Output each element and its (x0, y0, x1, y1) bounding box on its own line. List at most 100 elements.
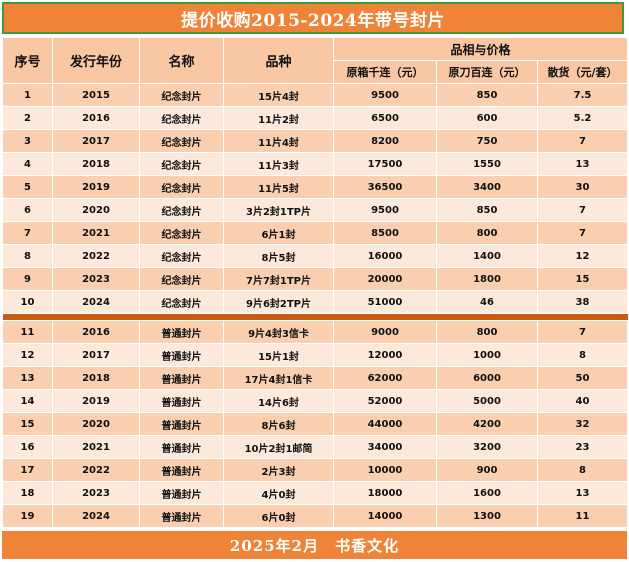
cell-year: 2021 (52, 435, 140, 459)
table-row: 6 2020 纪念封片 3片2封1TP片 9500 850 7 (2, 198, 629, 222)
price-table: 序号 发行年份 名称 品种 品相与价格 原箱千连（元） 原刀百连（元） 散货（元… (2, 37, 629, 528)
cell-index: 8 (2, 244, 53, 268)
cell-name: 普通封片 (139, 458, 224, 482)
cell-name: 纪念封片 (139, 106, 224, 130)
cell-col-b: 4200 (436, 412, 538, 436)
cell-variety: 11片2封 (223, 106, 334, 130)
separator-bar (2, 313, 628, 321)
cell-variety: 4片0封 (223, 481, 334, 505)
cell-col-a: 20000 (333, 267, 437, 291)
header-index: 序号 (2, 37, 53, 84)
cell-index: 6 (2, 198, 53, 222)
cell-col-a: 44000 (333, 412, 437, 436)
cell-year: 2017 (52, 129, 140, 153)
cell-col-b: 800 (436, 221, 538, 245)
table-row: 8 2022 纪念封片 8片5封 16000 1400 12 (2, 244, 629, 268)
table-row: 10 2024 纪念封片 9片6封2TP片 51000 46 38 (2, 290, 629, 314)
cell-index: 4 (2, 152, 53, 176)
cell-name: 普通封片 (139, 481, 224, 505)
cell-variety: 15片1封 (223, 343, 334, 367)
cell-name: 纪念封片 (139, 175, 224, 199)
cell-col-b: 750 (436, 129, 538, 153)
cell-variety: 6片1封 (223, 221, 334, 245)
cell-name: 普通封片 (139, 389, 224, 413)
cell-col-c: 13 (536, 481, 629, 505)
table-row: 17 2022 普通封片 2片3封 10000 900 8 (2, 458, 629, 482)
cell-year: 2016 (52, 320, 140, 344)
cell-variety: 17片4封1信卡 (223, 366, 334, 390)
cell-col-a: 52000 (333, 389, 437, 413)
cell-col-b: 1550 (436, 152, 538, 176)
cell-index: 5 (2, 175, 53, 199)
table-row: 11 2016 普通封片 9片4封3信卡 9000 800 7 (2, 320, 629, 344)
header-group: 品相与价格 (332, 37, 629, 61)
cell-col-a: 10000 (333, 458, 437, 482)
cell-variety: 11片4封 (223, 129, 334, 153)
table-row: 5 2019 纪念封片 11片5封 36500 3400 30 (2, 175, 629, 199)
cell-variety: 15片4封 (223, 83, 334, 107)
cell-name: 纪念封片 (139, 221, 224, 245)
cell-name: 纪念封片 (139, 244, 224, 268)
cell-index: 16 (2, 435, 53, 459)
cell-year: 2023 (52, 267, 140, 291)
cell-variety: 8片6封 (223, 412, 334, 436)
ordinary-rows: 11 2016 普通封片 9片4封3信卡 9000 800 7 12 2017 普通封片 15片1封… (2, 320, 629, 528)
cell-index: 19 (2, 504, 53, 528)
cell-year: 2020 (52, 412, 140, 436)
cell-col-a: 9000 (333, 320, 437, 344)
cell-variety: 6片0封 (223, 504, 334, 528)
cell-col-c: 12 (536, 244, 629, 268)
cell-col-a: 17500 (333, 152, 437, 176)
cell-col-b: 850 (436, 83, 538, 107)
cell-year: 2015 (52, 83, 140, 107)
cell-index: 10 (2, 290, 53, 314)
cell-index: 18 (2, 481, 53, 505)
table-row: 14 2019 普通封片 14片6封 52000 5000 40 (2, 389, 629, 413)
cell-year: 2016 (52, 106, 140, 130)
cell-index: 7 (2, 221, 53, 245)
header-variety: 品种 (223, 37, 334, 84)
cell-name: 纪念封片 (139, 290, 224, 314)
cell-variety: 10片2封1邮简 (223, 435, 334, 459)
cell-year: 2022 (52, 244, 140, 268)
cell-year: 2024 (52, 504, 140, 528)
cell-col-c: 7.5 (536, 83, 629, 107)
cell-variety: 9片6封2TP片 (223, 290, 334, 314)
cell-year: 2021 (52, 221, 140, 245)
cell-index: 13 (2, 366, 53, 390)
cell-col-c: 40 (536, 389, 629, 413)
cell-index: 14 (2, 389, 53, 413)
cell-variety: 14片6封 (223, 389, 334, 413)
cell-name: 普通封片 (139, 504, 224, 528)
cell-col-c: 13 (536, 152, 629, 176)
cell-index: 15 (2, 412, 53, 436)
header-name: 名称 (139, 37, 224, 84)
cell-col-b: 6000 (436, 366, 538, 390)
cell-col-a: 34000 (333, 435, 437, 459)
cell-col-b: 800 (436, 320, 538, 344)
cell-col-a: 9500 (333, 198, 437, 222)
table-row: 13 2018 普通封片 17片4封1信卡 62000 6000 50 (2, 366, 629, 390)
cell-year: 2018 (52, 366, 140, 390)
cell-index: 1 (2, 83, 53, 107)
cell-col-a: 8500 (333, 221, 437, 245)
cell-col-b: 1600 (436, 481, 538, 505)
cell-col-a: 9500 (333, 83, 437, 107)
table-row: 12 2017 普通封片 15片1封 12000 1000 8 (2, 343, 629, 367)
cell-col-a: 18000 (333, 481, 437, 505)
cell-variety: 8片5封 (223, 244, 334, 268)
cell-col-b: 5000 (436, 389, 538, 413)
header-col-a: 原箱千连（元） (333, 60, 437, 84)
cell-variety: 7片7封1TP片 (223, 267, 334, 291)
cell-name: 普通封片 (139, 412, 224, 436)
table-row: 4 2018 纪念封片 11片3封 17500 1550 13 (2, 152, 629, 176)
cell-col-c: 11 (536, 504, 629, 528)
cell-name: 纪念封片 (139, 198, 224, 222)
cell-index: 9 (2, 267, 53, 291)
header-col-b: 原刀百连（元） (436, 60, 538, 84)
cell-col-b: 900 (436, 458, 538, 482)
header-row-top: 序号 发行年份 名称 品种 品相与价格 (2, 37, 629, 84)
cell-index: 2 (2, 106, 53, 130)
cell-col-b: 1800 (436, 267, 538, 291)
